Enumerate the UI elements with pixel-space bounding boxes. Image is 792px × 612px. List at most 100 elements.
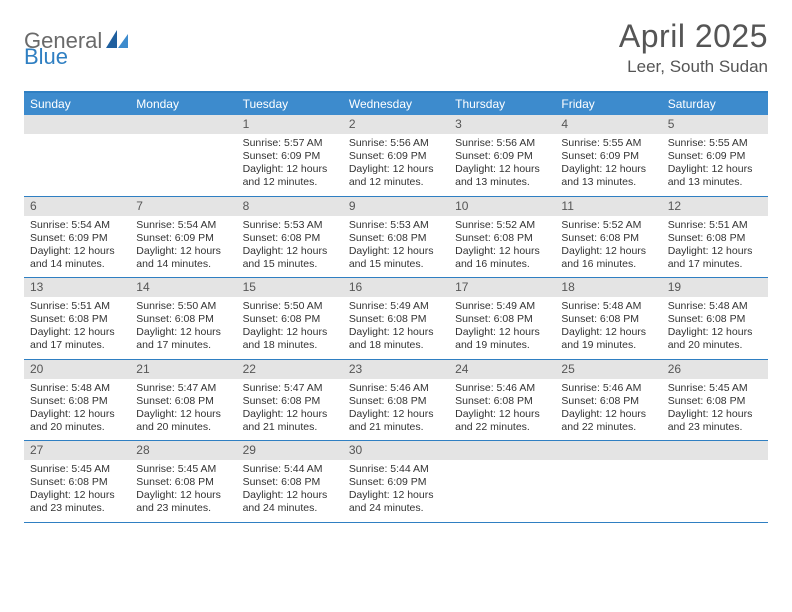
day-number: 12	[662, 197, 768, 216]
sunset-text: Sunset: 6:08 PM	[561, 232, 655, 245]
day-number: 17	[449, 278, 555, 297]
sunrise-text: Sunrise: 5:54 AM	[30, 219, 124, 232]
sunset-text: Sunset: 6:08 PM	[668, 313, 762, 326]
day-number: 3	[449, 115, 555, 134]
calendar-day-cell: 28Sunrise: 5:45 AMSunset: 6:08 PMDayligh…	[130, 441, 236, 522]
calendar-day-cell: 19Sunrise: 5:48 AMSunset: 6:08 PMDayligh…	[662, 278, 768, 359]
day-details: Sunrise: 5:48 AMSunset: 6:08 PMDaylight:…	[662, 297, 768, 359]
day-number: 11	[555, 197, 661, 216]
sunrise-text: Sunrise: 5:49 AM	[455, 300, 549, 313]
sunrise-text: Sunrise: 5:52 AM	[561, 219, 655, 232]
sunrise-text: Sunrise: 5:46 AM	[455, 382, 549, 395]
sunrise-text: Sunrise: 5:56 AM	[349, 137, 443, 150]
sunset-text: Sunset: 6:08 PM	[455, 395, 549, 408]
sunset-text: Sunset: 6:09 PM	[668, 150, 762, 163]
weekday-header: Monday	[130, 93, 236, 115]
calendar-day-cell: 8Sunrise: 5:53 AMSunset: 6:08 PMDaylight…	[237, 197, 343, 278]
calendar-day-cell: 14Sunrise: 5:50 AMSunset: 6:08 PMDayligh…	[130, 278, 236, 359]
calendar-day-cell: 2Sunrise: 5:56 AMSunset: 6:09 PMDaylight…	[343, 115, 449, 196]
daylight-text: Daylight: 12 hours and 22 minutes.	[561, 408, 655, 434]
day-number: .	[130, 115, 236, 134]
calendar-week-row: 27Sunrise: 5:45 AMSunset: 6:08 PMDayligh…	[24, 441, 768, 523]
sunrise-text: Sunrise: 5:50 AM	[243, 300, 337, 313]
calendar-day-cell: 27Sunrise: 5:45 AMSunset: 6:08 PMDayligh…	[24, 441, 130, 522]
daylight-text: Daylight: 12 hours and 14 minutes.	[136, 245, 230, 271]
day-number: 4	[555, 115, 661, 134]
sunset-text: Sunset: 6:08 PM	[30, 313, 124, 326]
day-number: 18	[555, 278, 661, 297]
sunset-text: Sunset: 6:08 PM	[243, 476, 337, 489]
day-number: 14	[130, 278, 236, 297]
day-details: Sunrise: 5:45 AMSunset: 6:08 PMDaylight:…	[662, 379, 768, 441]
sunrise-text: Sunrise: 5:55 AM	[668, 137, 762, 150]
calendar-day-cell: 17Sunrise: 5:49 AMSunset: 6:08 PMDayligh…	[449, 278, 555, 359]
day-details: Sunrise: 5:50 AMSunset: 6:08 PMDaylight:…	[130, 297, 236, 359]
calendar-week-row: ..1Sunrise: 5:57 AMSunset: 6:09 PMDaylig…	[24, 115, 768, 197]
calendar-day-cell: 21Sunrise: 5:47 AMSunset: 6:08 PMDayligh…	[130, 360, 236, 441]
day-details: Sunrise: 5:48 AMSunset: 6:08 PMDaylight:…	[555, 297, 661, 359]
daylight-text: Daylight: 12 hours and 21 minutes.	[349, 408, 443, 434]
sunset-text: Sunset: 6:08 PM	[561, 395, 655, 408]
daylight-text: Daylight: 12 hours and 13 minutes.	[668, 163, 762, 189]
sunset-text: Sunset: 6:08 PM	[349, 313, 443, 326]
sunset-text: Sunset: 6:08 PM	[349, 232, 443, 245]
weekday-header: Sunday	[24, 93, 130, 115]
sunset-text: Sunset: 6:08 PM	[668, 232, 762, 245]
sunrise-text: Sunrise: 5:46 AM	[561, 382, 655, 395]
daylight-text: Daylight: 12 hours and 12 minutes.	[243, 163, 337, 189]
day-details: Sunrise: 5:50 AMSunset: 6:08 PMDaylight:…	[237, 297, 343, 359]
sunrise-text: Sunrise: 5:44 AM	[349, 463, 443, 476]
day-details: Sunrise: 5:54 AMSunset: 6:09 PMDaylight:…	[24, 216, 130, 278]
sunrise-text: Sunrise: 5:54 AM	[136, 219, 230, 232]
sunset-text: Sunset: 6:09 PM	[349, 476, 443, 489]
calendar-day-cell: 26Sunrise: 5:45 AMSunset: 6:08 PMDayligh…	[662, 360, 768, 441]
calendar-day-cell: 25Sunrise: 5:46 AMSunset: 6:08 PMDayligh…	[555, 360, 661, 441]
weekday-header: Thursday	[449, 93, 555, 115]
daylight-text: Daylight: 12 hours and 22 minutes.	[455, 408, 549, 434]
sunrise-text: Sunrise: 5:48 AM	[561, 300, 655, 313]
sunset-text: Sunset: 6:08 PM	[136, 395, 230, 408]
sunset-text: Sunset: 6:08 PM	[349, 395, 443, 408]
weekday-header: Tuesday	[237, 93, 343, 115]
day-details: Sunrise: 5:57 AMSunset: 6:09 PMDaylight:…	[237, 134, 343, 196]
day-number: 13	[24, 278, 130, 297]
logo-text-part2-wrap: Blue	[24, 44, 68, 70]
page-title: April 2025	[619, 18, 768, 55]
day-details: Sunrise: 5:44 AMSunset: 6:09 PMDaylight:…	[343, 460, 449, 522]
sunset-text: Sunset: 6:09 PM	[349, 150, 443, 163]
weekday-header: Wednesday	[343, 93, 449, 115]
day-number: 8	[237, 197, 343, 216]
daylight-text: Daylight: 12 hours and 18 minutes.	[349, 326, 443, 352]
calendar-day-cell: 24Sunrise: 5:46 AMSunset: 6:08 PMDayligh…	[449, 360, 555, 441]
day-number: 27	[24, 441, 130, 460]
day-details: Sunrise: 5:46 AMSunset: 6:08 PMDaylight:…	[343, 379, 449, 441]
calendar-day-cell: 4Sunrise: 5:55 AMSunset: 6:09 PMDaylight…	[555, 115, 661, 196]
daylight-text: Daylight: 12 hours and 13 minutes.	[561, 163, 655, 189]
sunrise-text: Sunrise: 5:47 AM	[136, 382, 230, 395]
sunrise-text: Sunrise: 5:48 AM	[668, 300, 762, 313]
day-number: 29	[237, 441, 343, 460]
daylight-text: Daylight: 12 hours and 16 minutes.	[561, 245, 655, 271]
day-number: 7	[130, 197, 236, 216]
daylight-text: Daylight: 12 hours and 20 minutes.	[136, 408, 230, 434]
day-details: Sunrise: 5:53 AMSunset: 6:08 PMDaylight:…	[237, 216, 343, 278]
calendar-day-cell: 20Sunrise: 5:48 AMSunset: 6:08 PMDayligh…	[24, 360, 130, 441]
daylight-text: Daylight: 12 hours and 23 minutes.	[668, 408, 762, 434]
day-details: Sunrise: 5:53 AMSunset: 6:08 PMDaylight:…	[343, 216, 449, 278]
calendar-day-cell: 7Sunrise: 5:54 AMSunset: 6:09 PMDaylight…	[130, 197, 236, 278]
sunset-text: Sunset: 6:08 PM	[668, 395, 762, 408]
calendar-day-cell: 13Sunrise: 5:51 AMSunset: 6:08 PMDayligh…	[24, 278, 130, 359]
day-details: Sunrise: 5:55 AMSunset: 6:09 PMDaylight:…	[555, 134, 661, 196]
sunrise-text: Sunrise: 5:45 AM	[30, 463, 124, 476]
daylight-text: Daylight: 12 hours and 14 minutes.	[30, 245, 124, 271]
day-number: 6	[24, 197, 130, 216]
daylight-text: Daylight: 12 hours and 16 minutes.	[455, 245, 549, 271]
day-number: 30	[343, 441, 449, 460]
daylight-text: Daylight: 12 hours and 20 minutes.	[30, 408, 124, 434]
sunset-text: Sunset: 6:08 PM	[561, 313, 655, 326]
day-number: 20	[24, 360, 130, 379]
day-number: 10	[449, 197, 555, 216]
calendar-day-cell: .	[24, 115, 130, 196]
calendar-week-row: 20Sunrise: 5:48 AMSunset: 6:08 PMDayligh…	[24, 360, 768, 442]
day-details: Sunrise: 5:45 AMSunset: 6:08 PMDaylight:…	[24, 460, 130, 522]
